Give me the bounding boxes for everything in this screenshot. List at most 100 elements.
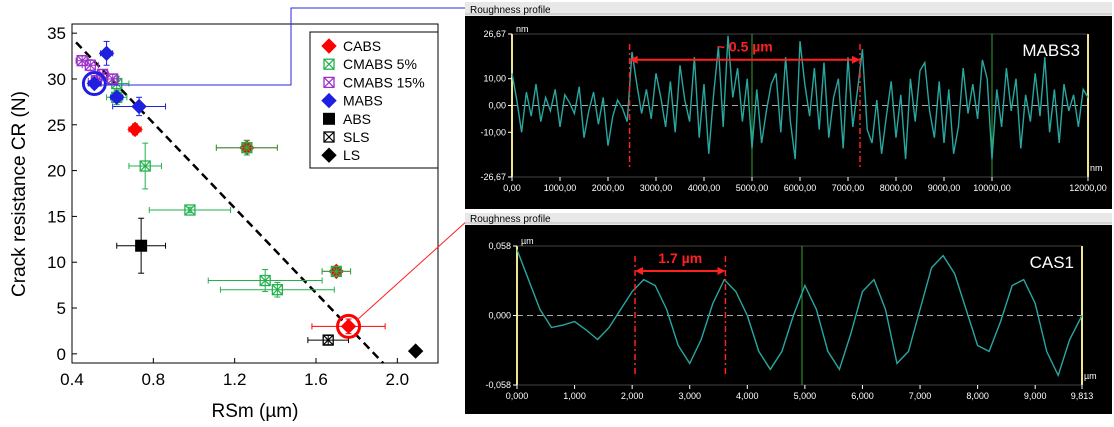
mabs3-connector [102, 7, 470, 86]
data-point [107, 73, 119, 85]
x-tick-label: 3000,00 [640, 183, 673, 193]
scatter-plot: 0.4 0.8 1.2 1.6 2.0 0 5 10 15 20 25 30 35 RSm (µm) C… [9, 23, 439, 422]
y-tick-label: 25 [47, 116, 66, 135]
data-point-box [322, 334, 334, 346]
y-unit-label: nm [516, 24, 529, 34]
x-tick-label: 3,000 [678, 391, 701, 401]
y-tick-label: 35 [47, 24, 66, 43]
data-point-box [139, 160, 151, 172]
plot-background [465, 225, 1112, 414]
data-point [271, 284, 284, 296]
x-tick-label: 4,000 [736, 391, 759, 401]
sample-label: CAS1 [1030, 253, 1074, 272]
y-tick-label: 15 [47, 207, 66, 226]
x-tick-label: 1.6 [304, 370, 328, 389]
data-point-cross [271, 284, 283, 296]
y-tick-label: 5 [57, 299, 66, 318]
panel-title: Roughness profile [470, 5, 551, 16]
data-point [84, 59, 96, 71]
y-tick-label: 10 [47, 253, 66, 272]
data-point-box [241, 142, 253, 154]
legend-marker [321, 38, 337, 54]
y-tick-label: -26,67 [480, 172, 506, 182]
data-point [131, 98, 147, 115]
data-point [86, 75, 103, 92]
data-point-cross [184, 204, 196, 216]
x-tick-label: 7,000 [909, 391, 932, 401]
x-tick-label: 8000,00 [880, 183, 913, 193]
y-tick-label: 26,67 [483, 29, 506, 39]
x-tick-label: 2,000 [621, 391, 644, 401]
annotation-arrowhead [852, 55, 860, 64]
cas1-connector [355, 219, 469, 322]
annotation-arrowhead [629, 55, 638, 64]
y-tick-label: 0,000 [488, 311, 511, 321]
legend-marker-cross [323, 131, 335, 143]
data-point-box [184, 204, 196, 216]
x-tick-label: 0.4 [60, 370, 84, 389]
y-tick-label: -0,058 [485, 380, 511, 390]
legend-label: LS [343, 147, 360, 163]
data-point-cross [241, 142, 253, 154]
data-point-box [259, 274, 271, 287]
data-point [184, 204, 196, 216]
x-tick-label: 9000,00 [928, 183, 961, 193]
x-tick-label: 2000,00 [592, 183, 625, 193]
legend-label: CABS [343, 38, 381, 54]
data-point [139, 160, 151, 172]
x-tick-label: 8,000 [966, 391, 989, 401]
data-point-box [107, 73, 119, 85]
legend-marker [321, 147, 337, 163]
x-tick-label: 9,000 [1024, 391, 1047, 401]
data-point-cross [76, 55, 88, 67]
annotation-label: 1.7 µm [658, 250, 702, 266]
x-tick-label: 10000,00 [973, 183, 1011, 193]
x-tick-label: 6000,00 [784, 183, 817, 193]
legend-label: CMABS 5% [343, 56, 417, 72]
fit-line [75, 41, 385, 364]
roughness-panel-cas1: Roughness profile µmµm0,0580,000-0,0580,… [465, 213, 1112, 414]
highlight-circle [81, 71, 107, 97]
data-point-box [330, 265, 342, 278]
x-tick-label: 1000,00 [544, 183, 577, 193]
fit-line-path [75, 41, 385, 364]
data-point [241, 142, 253, 154]
y-tick-label: 30 [47, 70, 66, 89]
data-point-box [84, 59, 96, 71]
annotation-arrowhead [635, 267, 644, 276]
sample-label: MABS3 [1022, 41, 1080, 60]
panel-title: Roughness profile [470, 214, 551, 225]
annotation-arrowhead [717, 267, 726, 276]
x-tick-label: 0,000 [506, 391, 529, 401]
legend-marker [323, 76, 335, 89]
data-point [98, 45, 115, 62]
legend-marker-box [323, 76, 335, 89]
x-tick-label: 2.0 [386, 370, 410, 389]
legend-marker-cross [323, 58, 335, 70]
y-tick-label: 0,00 [488, 101, 506, 111]
y-unit-label: µm [521, 236, 534, 246]
highlight-circle [336, 313, 362, 339]
legend-label: SLS [343, 129, 369, 145]
x-tick-label: 12000,00 [1069, 183, 1107, 193]
scatter-marks [75, 40, 424, 359]
data-point-cross [322, 334, 334, 346]
data-point-cross [84, 59, 96, 71]
legend-marker [323, 112, 335, 125]
legend-marker [323, 58, 335, 70]
roughness-trace [516, 249, 1083, 378]
data-point-cross [259, 275, 271, 286]
x-tick-label: 4000,00 [688, 183, 721, 193]
y-tick-label: 10,00 [483, 74, 506, 84]
data-point [259, 274, 271, 287]
x-tick-label: 7000,00 [832, 183, 865, 193]
legend-marker-box [323, 58, 335, 70]
y-axis-label: Crack resistance CR (N) [9, 91, 30, 297]
roughness-trace [511, 35, 1089, 160]
roughness-panel-mabs3: Roughness profile nm nm 26,67 10,00 0,00 -10,… [465, 2, 1112, 209]
x-tick-label: 0.8 [142, 370, 166, 389]
data-point [109, 89, 125, 106]
data-point [340, 318, 357, 335]
